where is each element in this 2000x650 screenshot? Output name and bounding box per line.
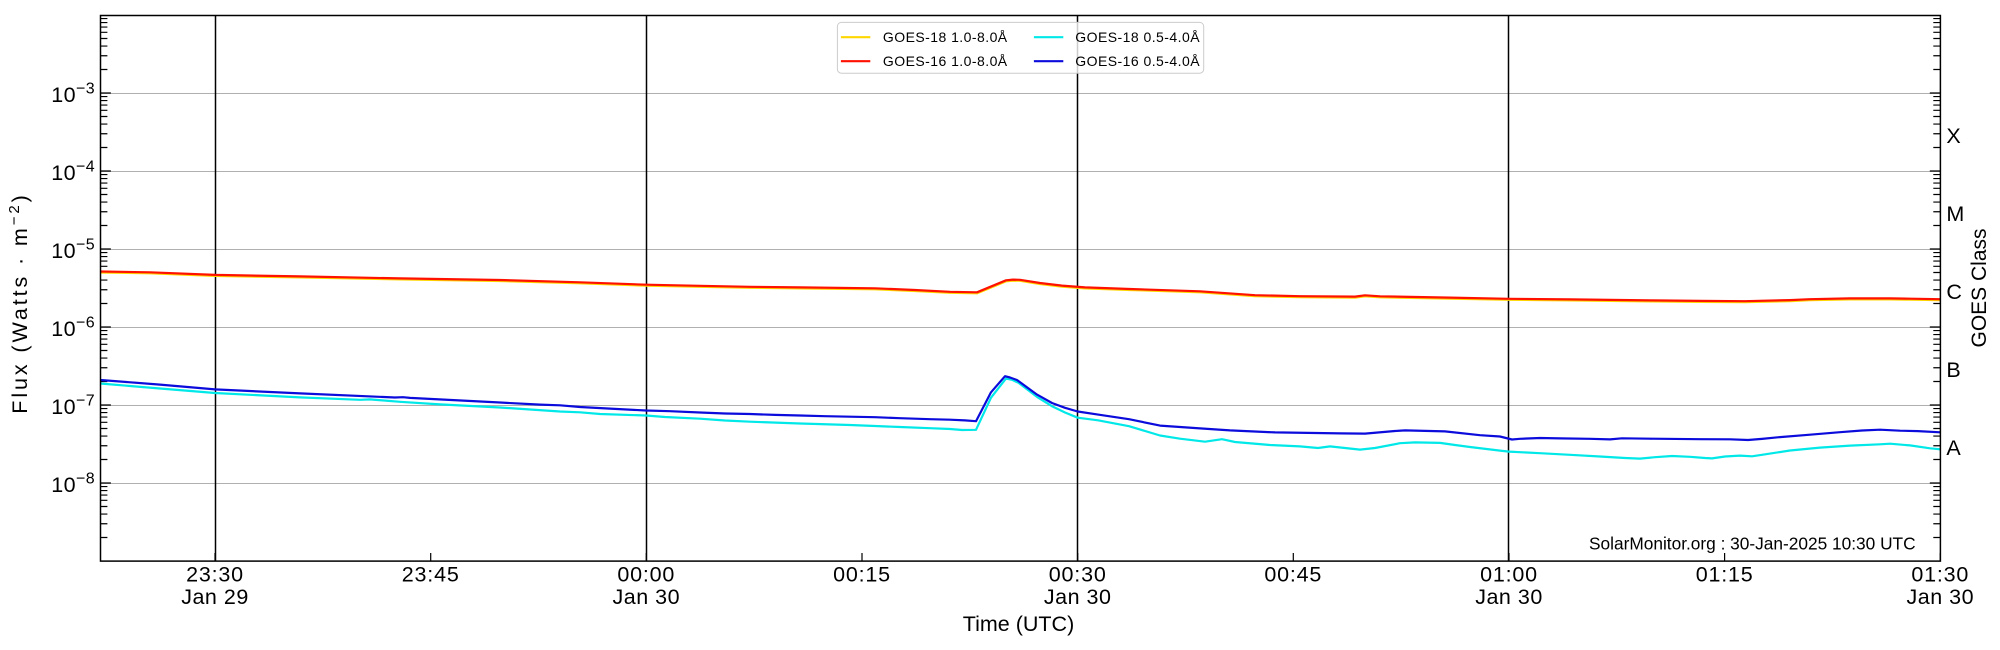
svg-text:GOES-18 1.0-8.0Å: GOES-18 1.0-8.0Å	[883, 29, 1008, 45]
svg-text:C: C	[1946, 280, 1962, 304]
svg-text:SolarMonitor.org : 30-Jan-2025: SolarMonitor.org : 30-Jan-2025 10:30 UTC	[1589, 533, 1916, 553]
svg-text:00:15: 00:15	[833, 562, 891, 586]
svg-text:01:00: 01:00	[1480, 562, 1538, 586]
svg-text:X: X	[1946, 124, 1960, 148]
svg-text:Time (UTC): Time (UTC)	[963, 612, 1074, 636]
svg-text:Jan 30: Jan 30	[1907, 585, 1975, 609]
svg-text:00:00: 00:00	[617, 562, 675, 586]
svg-text:23:30: 23:30	[186, 562, 244, 586]
svg-text:GOES Class: GOES Class	[1968, 228, 1991, 347]
svg-text:Jan 30: Jan 30	[1475, 585, 1543, 609]
svg-text:Flux (Watts · m−2): Flux (Watts · m−2)	[6, 192, 32, 413]
svg-text:A: A	[1946, 436, 1961, 460]
svg-text:01:30: 01:30	[1911, 562, 1969, 586]
svg-text:23:45: 23:45	[402, 562, 460, 586]
svg-text:00:45: 00:45	[1264, 562, 1322, 586]
svg-text:GOES-18 0.5-4.0Å: GOES-18 0.5-4.0Å	[1075, 29, 1200, 45]
svg-text:Jan 30: Jan 30	[1044, 585, 1112, 609]
svg-text:01:15: 01:15	[1696, 562, 1754, 586]
svg-text:M: M	[1946, 202, 1964, 226]
svg-text:B: B	[1946, 358, 1960, 382]
svg-text:GOES-16 1.0-8.0Å: GOES-16 1.0-8.0Å	[883, 53, 1008, 69]
svg-text:00:30: 00:30	[1049, 562, 1107, 586]
svg-text:Jan 29: Jan 29	[181, 585, 249, 609]
svg-text:Jan 30: Jan 30	[613, 585, 681, 609]
svg-text:GOES-16 0.5-4.0Å: GOES-16 0.5-4.0Å	[1075, 53, 1200, 69]
